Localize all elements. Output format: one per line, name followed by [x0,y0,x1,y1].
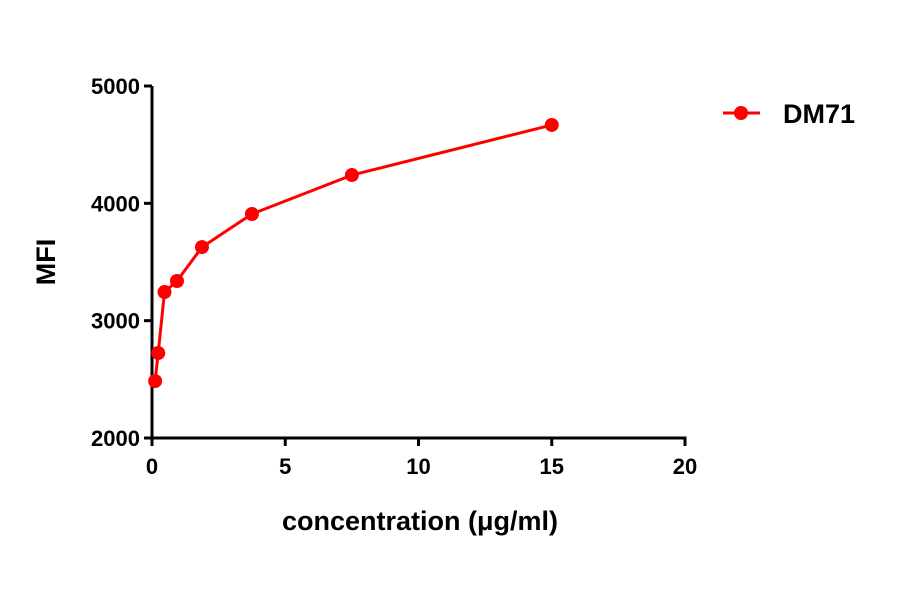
data-point-marker [544,117,559,132]
y-axis-title: MFI [31,239,61,286]
data-point-marker [169,274,184,289]
y-tick-label: 3000 [91,309,140,334]
data-point-marker [157,285,172,300]
data-point-marker [194,240,209,255]
x-tick-label: 20 [673,454,697,479]
data-point-marker [151,346,166,361]
axes: 2000 3000 4000 5000 0 5 10 15 20 [91,74,697,479]
data-point-marker [244,207,259,222]
x-tick-label: 0 [146,454,158,479]
data-point-marker [344,168,359,183]
y-tick-label: 4000 [91,191,140,216]
x-tick-label: 15 [540,454,564,479]
y-tick-label: 2000 [91,426,140,451]
legend: DM71 [723,99,855,129]
legend-marker-icon [734,106,748,120]
data-series [148,117,559,389]
legend-label: DM71 [783,99,855,129]
x-axis-title: concentration (μg/ml) [282,506,558,536]
x-tick-label: 10 [406,454,430,479]
x-tick-label: 5 [279,454,291,479]
data-point-marker [148,374,163,389]
y-tick-label: 5000 [91,74,140,99]
series-line [153,123,553,382]
